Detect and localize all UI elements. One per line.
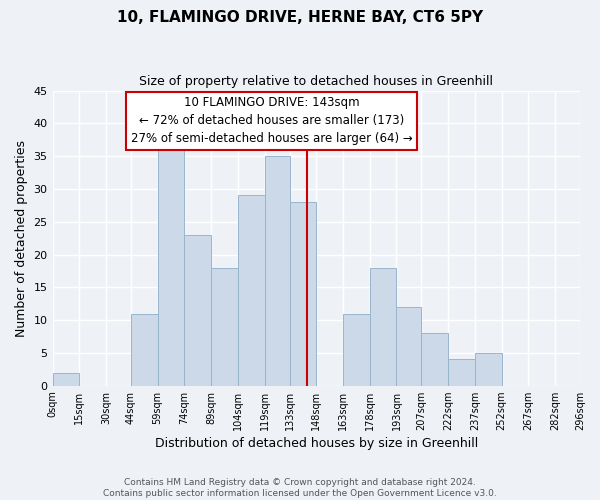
Bar: [421, 333, 448, 386]
Y-axis label: Number of detached properties: Number of detached properties: [15, 140, 28, 336]
Bar: [475, 353, 502, 386]
Bar: [343, 314, 370, 386]
X-axis label: Distribution of detached houses by size in Greenhill: Distribution of detached houses by size …: [155, 437, 478, 450]
Text: 10, FLAMINGO DRIVE, HERNE BAY, CT6 5PY: 10, FLAMINGO DRIVE, HERNE BAY, CT6 5PY: [117, 10, 483, 25]
Bar: [184, 235, 211, 386]
Text: Contains HM Land Registry data © Crown copyright and database right 2024.
Contai: Contains HM Land Registry data © Crown c…: [103, 478, 497, 498]
Bar: [397, 307, 421, 386]
Bar: [53, 372, 79, 386]
Bar: [158, 150, 184, 386]
Bar: [290, 202, 316, 386]
Bar: [265, 156, 290, 386]
Bar: [131, 314, 158, 386]
Bar: [370, 268, 397, 386]
Text: 10 FLAMINGO DRIVE: 143sqm
← 72% of detached houses are smaller (173)
27% of semi: 10 FLAMINGO DRIVE: 143sqm ← 72% of detac…: [131, 96, 412, 146]
Title: Size of property relative to detached houses in Greenhill: Size of property relative to detached ho…: [139, 75, 493, 88]
Bar: [211, 268, 238, 386]
Bar: [448, 360, 475, 386]
Bar: [238, 196, 265, 386]
